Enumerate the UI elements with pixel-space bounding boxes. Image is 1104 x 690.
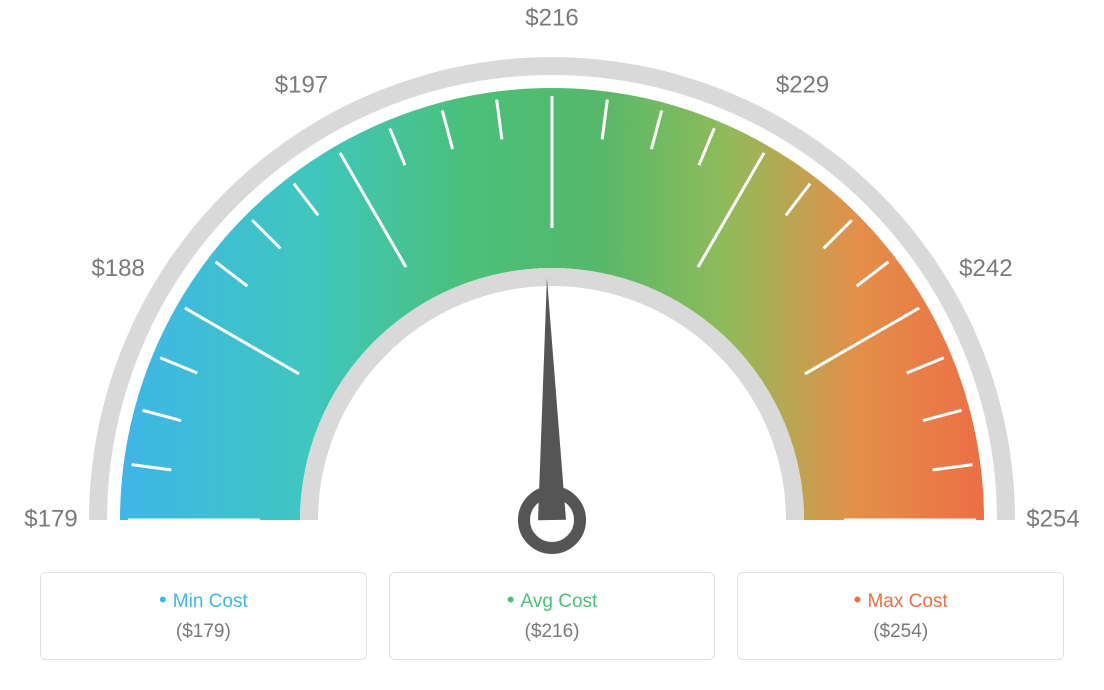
cost-gauge-chart: $179 $188 $197 $216 $229 $242 $254 <box>0 0 1104 560</box>
legend-avg: Avg Cost ($216) <box>389 572 716 660</box>
legend-min: Min Cost ($179) <box>40 572 367 660</box>
legend-max-label: Max Cost <box>748 587 1053 613</box>
legend-min-label: Min Cost <box>51 587 356 613</box>
svg-text:$216: $216 <box>525 4 578 31</box>
legend-max: Max Cost ($254) <box>737 572 1064 660</box>
svg-text:$229: $229 <box>776 71 829 98</box>
legend-avg-value: ($216) <box>400 621 705 643</box>
svg-text:$242: $242 <box>959 255 1012 282</box>
svg-text:$197: $197 <box>275 71 328 98</box>
legend-max-value: ($254) <box>748 621 1053 643</box>
svg-text:$179: $179 <box>24 505 77 532</box>
legend-row: Min Cost ($179) Avg Cost ($216) Max Cost… <box>40 572 1064 660</box>
legend-min-value: ($179) <box>51 621 356 643</box>
svg-text:$188: $188 <box>91 255 144 282</box>
legend-avg-label: Avg Cost <box>400 587 705 613</box>
svg-text:$254: $254 <box>1026 505 1079 532</box>
